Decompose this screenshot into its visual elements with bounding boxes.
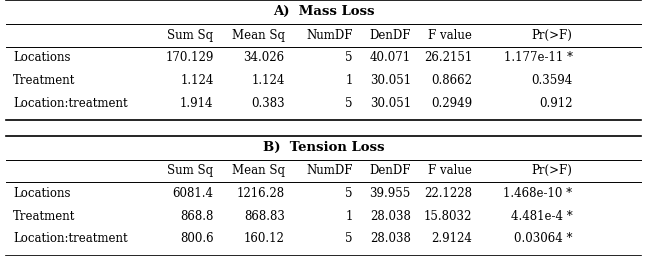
Text: 5: 5	[345, 51, 353, 65]
Text: DenDF: DenDF	[369, 164, 411, 177]
Text: Location:treatment: Location:treatment	[13, 97, 127, 110]
Text: 26.2151: 26.2151	[424, 51, 472, 65]
Text: F value: F value	[428, 29, 472, 42]
Text: 4.481e-4 *: 4.481e-4 *	[511, 210, 573, 223]
Text: 170.129: 170.129	[165, 51, 214, 65]
Text: F value: F value	[428, 164, 472, 177]
Text: 0.8662: 0.8662	[432, 74, 472, 87]
Text: B)  Tension Loss: B) Tension Loss	[263, 141, 384, 154]
Text: 2.9124: 2.9124	[432, 232, 472, 246]
Text: Treatment: Treatment	[13, 210, 75, 223]
Text: 1216.28: 1216.28	[237, 187, 285, 200]
Text: 22.1228: 22.1228	[424, 187, 472, 200]
Text: 30.051: 30.051	[369, 97, 411, 110]
Text: 15.8032: 15.8032	[424, 210, 472, 223]
Text: 28.038: 28.038	[370, 210, 411, 223]
Text: Mean Sq: Mean Sq	[232, 29, 285, 42]
Text: 1: 1	[345, 74, 353, 87]
Text: NumDF: NumDF	[306, 29, 353, 42]
Text: 5: 5	[345, 232, 353, 246]
Text: Locations: Locations	[13, 187, 71, 200]
Text: 0.3594: 0.3594	[531, 74, 573, 87]
Text: NumDF: NumDF	[306, 164, 353, 177]
Text: Sum Sq: Sum Sq	[168, 164, 214, 177]
Text: 160.12: 160.12	[244, 232, 285, 246]
Text: 34.026: 34.026	[243, 51, 285, 65]
Text: 1.468e-10 *: 1.468e-10 *	[503, 187, 573, 200]
Text: 1.177e-11 *: 1.177e-11 *	[503, 51, 573, 65]
Text: 868.8: 868.8	[180, 210, 214, 223]
Text: 1.124: 1.124	[251, 74, 285, 87]
Text: 868.83: 868.83	[244, 210, 285, 223]
Text: 0.912: 0.912	[539, 97, 573, 110]
Text: 800.6: 800.6	[180, 232, 214, 246]
Text: 5: 5	[345, 187, 353, 200]
Text: Mean Sq: Mean Sq	[232, 164, 285, 177]
Text: 1.914: 1.914	[180, 97, 214, 110]
Text: Pr(>F): Pr(>F)	[532, 29, 573, 42]
Text: Treatment: Treatment	[13, 74, 75, 87]
Text: 0.2949: 0.2949	[431, 97, 472, 110]
Text: A)  Mass Loss: A) Mass Loss	[273, 5, 374, 18]
Text: Locations: Locations	[13, 51, 71, 65]
Text: 30.051: 30.051	[369, 74, 411, 87]
Text: 40.071: 40.071	[369, 51, 411, 65]
Text: DenDF: DenDF	[369, 29, 411, 42]
Text: 1.124: 1.124	[180, 74, 214, 87]
Text: Pr(>F): Pr(>F)	[532, 164, 573, 177]
Text: 39.955: 39.955	[369, 187, 411, 200]
Text: 6081.4: 6081.4	[173, 187, 214, 200]
Text: 1: 1	[345, 210, 353, 223]
Text: 0.383: 0.383	[251, 97, 285, 110]
Text: Sum Sq: Sum Sq	[168, 29, 214, 42]
Text: 5: 5	[345, 97, 353, 110]
Text: Location:treatment: Location:treatment	[13, 232, 127, 246]
Text: 0.03064 *: 0.03064 *	[514, 232, 573, 246]
Text: 28.038: 28.038	[370, 232, 411, 246]
